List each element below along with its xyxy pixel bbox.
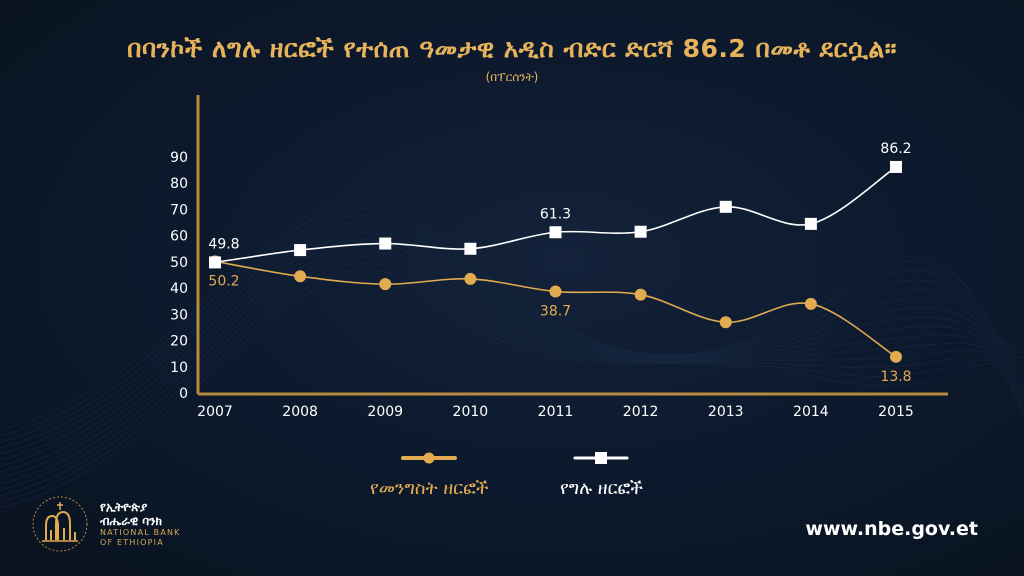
background-wave xyxy=(0,214,1024,449)
background-wave xyxy=(0,202,1024,437)
legend-marker-government xyxy=(401,452,458,464)
background-wave xyxy=(0,238,1024,473)
data-point-private xyxy=(890,160,902,173)
x-tick-label: 2013 xyxy=(708,404,744,420)
website-link[interactable]: www.nbe.gov.et xyxy=(805,518,978,540)
y-tick-label: 50 xyxy=(170,255,188,271)
data-point-government xyxy=(634,288,647,301)
y-tick-label: 20 xyxy=(170,334,188,350)
background-wave xyxy=(0,220,1024,455)
data-label: 13.8 xyxy=(880,369,911,385)
background-wave xyxy=(0,232,1024,467)
data-label: 38.7 xyxy=(540,304,571,320)
data-point-private xyxy=(804,217,817,230)
background-wave xyxy=(0,196,1024,431)
background-wave xyxy=(0,226,1024,461)
data-label: 49.8 xyxy=(208,236,239,252)
page-title: በባንኮች ለግሉ ዘርፎች የተሰጠ ዓመታዊ አዲስ ብድር ድርሻ 86.… xyxy=(127,34,897,63)
legend-item-government: የመንግስት ዘርፎች xyxy=(370,448,488,499)
x-tick-label: 2010 xyxy=(453,404,489,420)
background-wave xyxy=(0,244,1024,479)
data-point-private xyxy=(719,200,732,213)
background-wave xyxy=(0,274,1024,509)
background-wave xyxy=(0,262,1024,497)
data-point-private xyxy=(209,256,221,269)
legend-label-private: የግሉ ዘርፎች xyxy=(560,478,643,499)
y-tick-label: 0 xyxy=(179,386,188,402)
x-tick-label: 2007 xyxy=(197,404,233,420)
data-point-private xyxy=(634,225,647,238)
legend-item-private: የግሉ ዘርፎች xyxy=(560,448,643,499)
data-label: 50.2 xyxy=(208,273,239,289)
x-tick-label: 2012 xyxy=(623,404,659,420)
x-tick-label: 2011 xyxy=(538,404,574,420)
data-point-government xyxy=(464,272,477,285)
y-tick-label: 10 xyxy=(170,360,188,376)
background-wave xyxy=(0,208,1024,443)
logo-eng-1: NATIONAL BANK xyxy=(100,528,181,537)
data-point-government xyxy=(804,297,817,310)
data-point-private xyxy=(379,237,392,250)
page-subtitle: (በፐርሰንት) xyxy=(485,70,539,84)
data-label: 86.2 xyxy=(880,141,911,157)
y-tick-label: 30 xyxy=(170,307,188,323)
y-tick-label: 80 xyxy=(170,176,188,192)
nbe-logo: የኢትዮጵያ ብሔራዊ ባንክ NATIONAL BANK OF ETHIOPI… xyxy=(30,494,181,554)
data-point-government xyxy=(719,316,732,329)
logo-line-2: ብሔራዊ ባንክ xyxy=(100,514,162,528)
nbe-emblem-icon xyxy=(32,496,88,552)
data-point-government xyxy=(549,285,562,298)
background-wave xyxy=(0,256,1024,491)
legend-label-government: የመንግስት ዘርፎች xyxy=(370,478,489,499)
y-tick-label: 70 xyxy=(170,202,188,218)
y-tick-label: 40 xyxy=(170,281,188,297)
logo-eng-2: OF ETHIOPIA xyxy=(100,538,164,547)
x-tick-label: 2014 xyxy=(793,404,829,420)
y-tick-label: 60 xyxy=(170,229,188,245)
y-tick-label: 90 xyxy=(170,150,188,166)
x-tick-label: 2008 xyxy=(282,404,318,420)
background-wave xyxy=(0,250,1024,485)
x-tick-label: 2015 xyxy=(878,404,914,420)
legend-marker-private xyxy=(573,452,629,464)
x-tick-label: 2009 xyxy=(367,404,403,420)
data-point-private xyxy=(294,244,307,257)
data-point-private xyxy=(464,242,477,255)
logo-line-1: የኢትዮጵያ xyxy=(100,500,148,514)
data-point-government xyxy=(890,350,902,363)
background-wave xyxy=(0,268,1024,503)
data-point-private xyxy=(549,226,562,239)
data-point-government xyxy=(294,270,307,283)
data-label: 61.3 xyxy=(540,206,571,222)
data-point-government xyxy=(379,278,392,291)
